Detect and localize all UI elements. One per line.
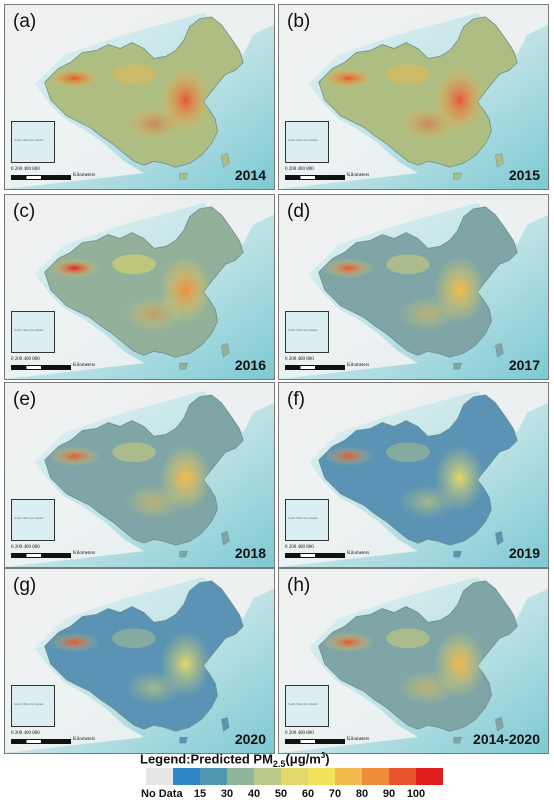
legend-tick-label: 50 [274,788,288,800]
map-panel-2018: (e) 2018 South China Sea Islands 0 200 4… [4,382,275,568]
panel-label: (h) [287,575,311,596]
scale-bar: 0 200 400 800 Kilometers [285,731,370,744]
scale-bar: 0 200 400 800 Kilometers [11,545,96,558]
panel-year: 2019 [508,545,540,561]
panel-year: 2014 [234,167,266,183]
panel-label: (e) [13,389,37,410]
china-map [279,569,548,753]
panel-label: (f) [287,389,305,410]
scale-bar: 0 200 400 800 Kilometers [285,545,370,558]
legend-swatch [416,768,443,785]
map-panel-2017: (d) 2017 South China Sea Islands 0 200 4… [278,194,549,380]
legend-swatch [389,768,416,785]
map-panel-2015: (b) 2015 South China Sea Islands 0 200 4… [278,4,549,190]
legend-title: Legend:Predicted PM2.5(μg/m3) [140,751,330,769]
panel-year: 2014-2020 [473,731,540,747]
legend-tick-label: 30 [220,788,234,800]
panel-year: 2020 [234,731,266,747]
south-china-sea-inset: South China Sea Islands [285,499,329,541]
legend-nodata-label: No Data [141,788,183,800]
legend-tick-label: 90 [382,788,396,800]
map-panel-2016: (c) 2016 South China Sea Islands 0 200 4… [4,194,275,380]
panel-year: 2016 [234,357,266,373]
legend-tick-label: 40 [247,788,261,800]
legend-swatch-nodata [146,768,173,785]
south-china-sea-inset: South China Sea Islands [11,499,55,541]
legend-swatch [281,768,308,785]
panel-label: (g) [13,575,37,596]
legend-tick-label: 70 [328,788,342,800]
map-panel-2019: (f) 2019 South China Sea Islands 0 200 4… [278,382,549,568]
south-china-sea-inset: South China Sea Islands [285,311,329,353]
legend-tick-label: 15 [193,788,207,800]
legend-swatch [200,768,227,785]
china-map [279,195,548,379]
legend-tick-label: 80 [355,788,369,800]
scale-bar: 0 200 400 800 Kilometers [11,167,96,180]
map-panel-2014: (a) 2014 South China Sea Islands 0 200 4… [4,4,275,190]
panel-year: 2018 [234,545,266,561]
legend-swatch [173,768,200,785]
legend-swatch [254,768,281,785]
scale-bar: 0 200 400 800 Kilometers [285,167,370,180]
legend-swatch [362,768,389,785]
south-china-sea-inset: South China Sea Islands [11,685,55,727]
legend-swatch [227,768,254,785]
map-panel-2014-2020: (h) 2014-2020 South China Sea Islands 0 … [278,568,549,754]
china-map [5,5,274,189]
south-china-sea-inset: South China Sea Islands [11,121,55,163]
panel-label: (b) [287,11,311,32]
south-china-sea-inset: South China Sea Islands [285,121,329,163]
panel-label: (d) [287,201,311,222]
map-panel-2020: (g) 2020 South China Sea Islands 0 200 4… [4,568,275,754]
panel-year: 2017 [508,357,540,373]
legend-swatch [308,768,335,785]
legend-tick-label: 100 [406,788,426,800]
panel-label: (c) [13,201,36,222]
scale-bar: 0 200 400 800 Kilometers [11,731,96,744]
panel-year: 2015 [508,167,540,183]
china-map [5,569,274,753]
legend-swatch [335,768,362,785]
scale-bar: 0 200 400 800 Kilometers [285,357,370,370]
scale-bar: 0 200 400 800 Kilometers [11,357,96,370]
south-china-sea-inset: South China Sea Islands [11,311,55,353]
panel-label: (a) [13,11,37,32]
south-china-sea-inset: South China Sea Islands [285,685,329,727]
legend-tick-label: 60 [301,788,315,800]
